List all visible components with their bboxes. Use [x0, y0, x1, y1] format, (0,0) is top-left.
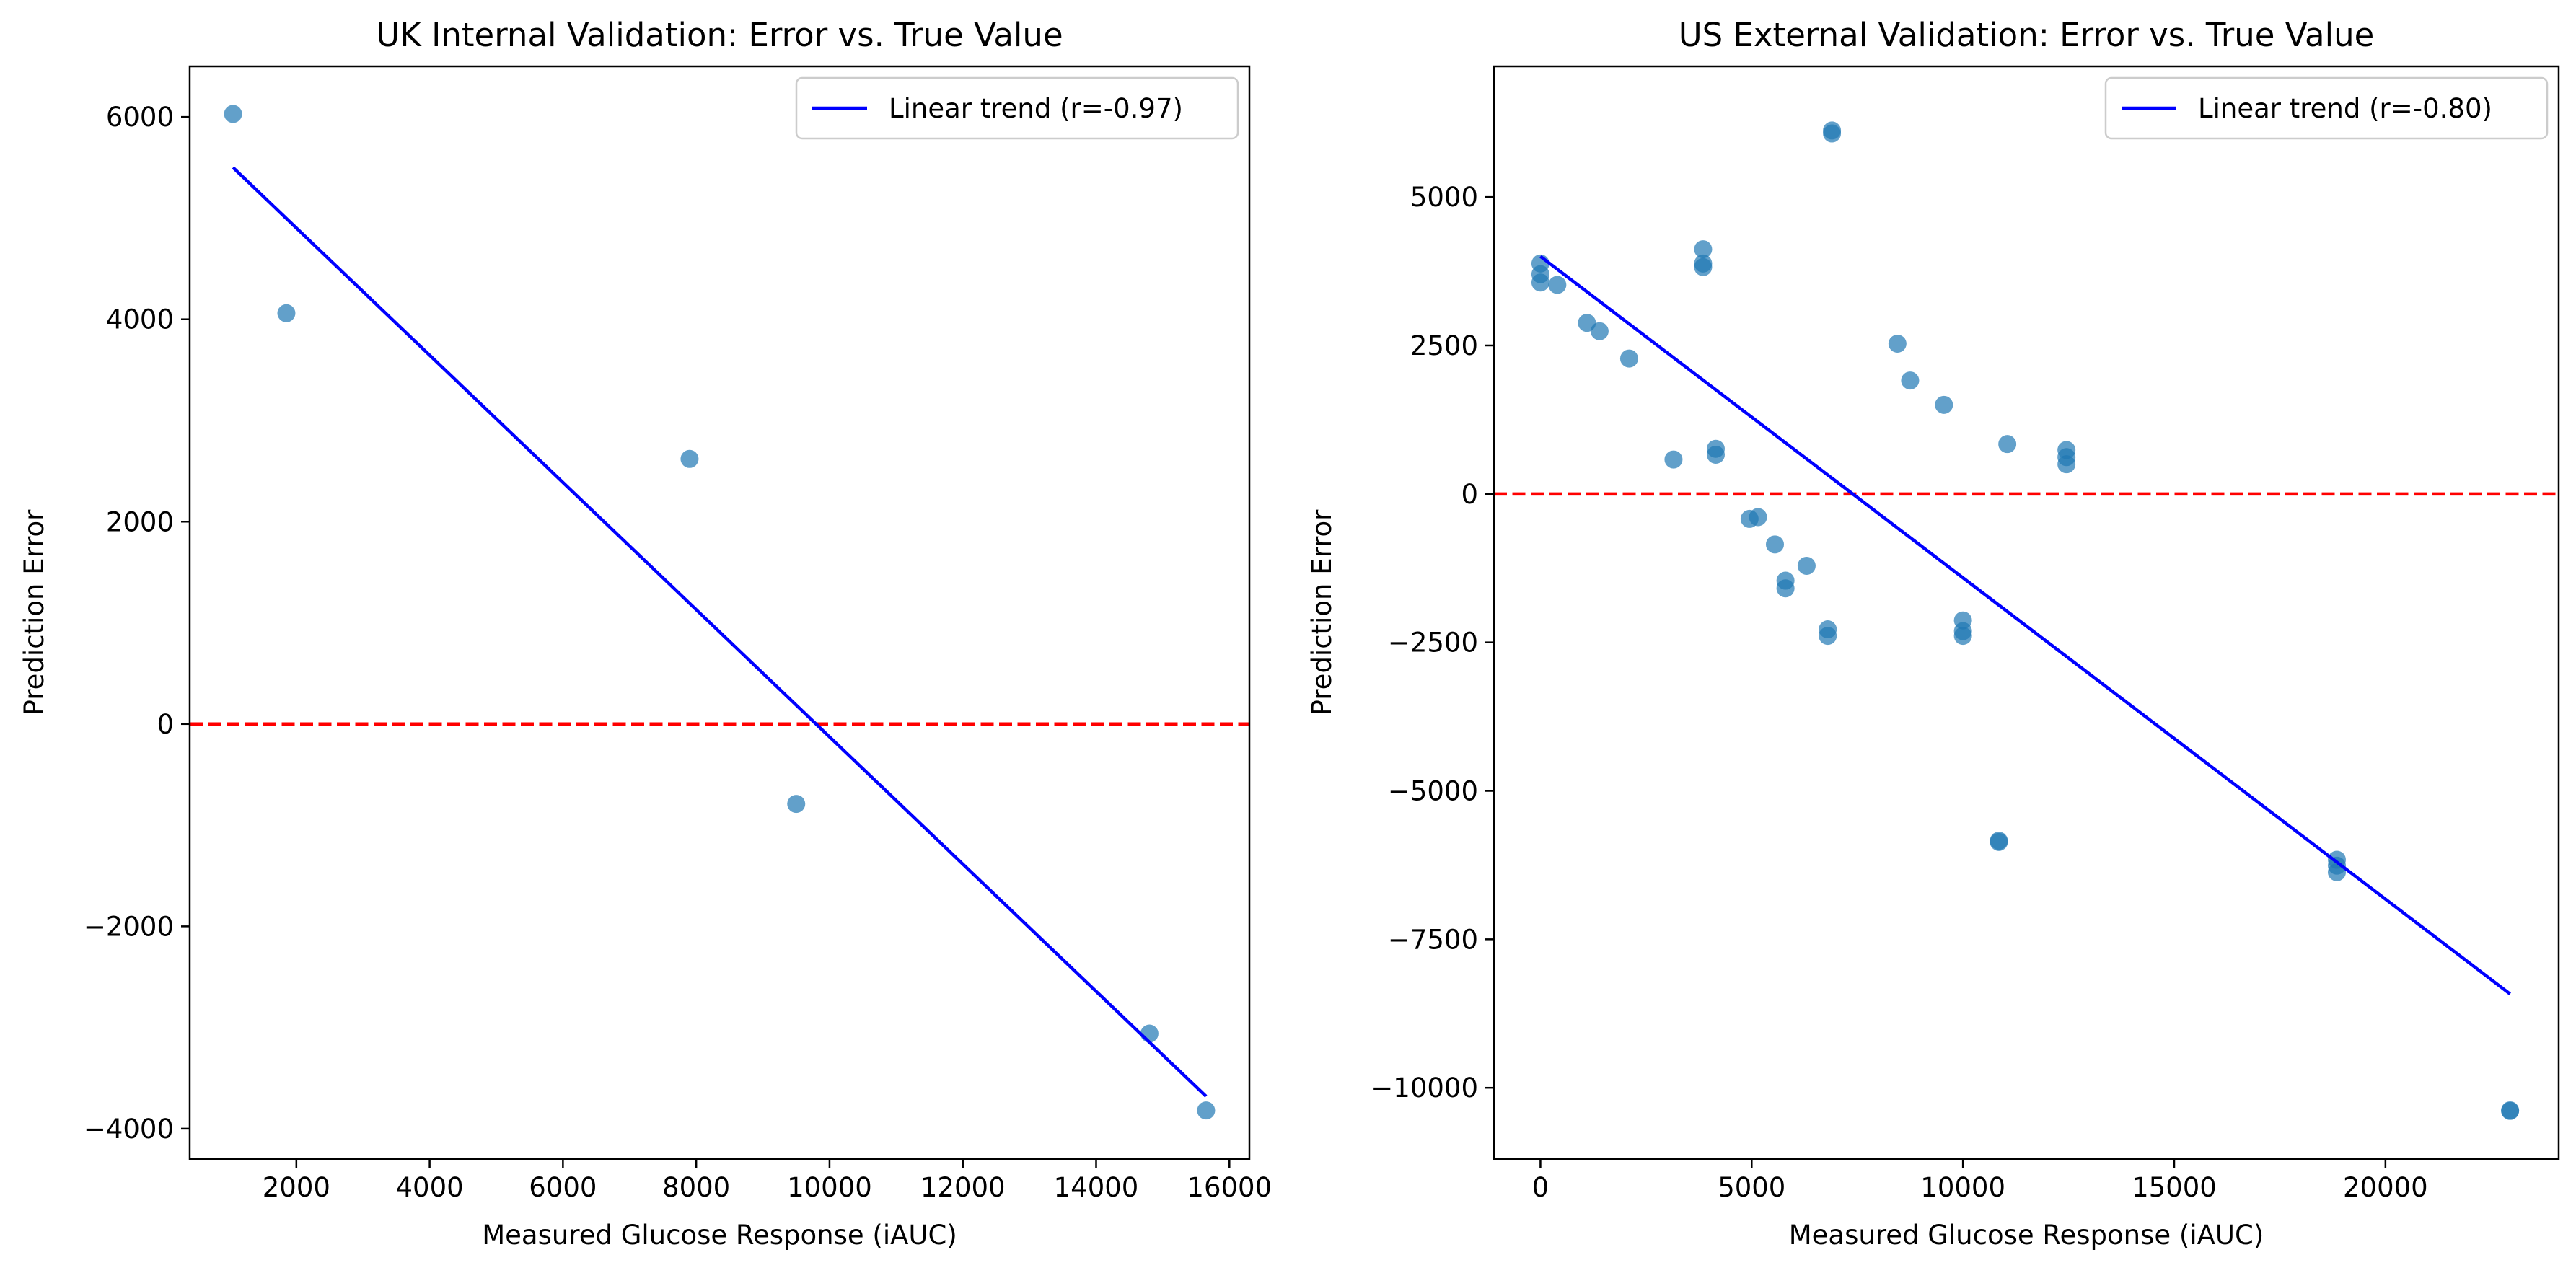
us-data-point — [1707, 445, 1725, 464]
uk-x-tick-label: 10000 — [787, 1172, 872, 1203]
us-x-tick-label: 15000 — [2132, 1172, 2217, 1203]
us-data-point — [1548, 276, 1567, 294]
us-y-tick-label: 5000 — [1410, 182, 1478, 213]
uk-x-tick-label: 14000 — [1054, 1172, 1139, 1203]
uk-y-tick-label: −2000 — [84, 911, 174, 942]
us-data-point — [1664, 450, 1683, 469]
us-data-point — [1953, 627, 1972, 646]
us-x-tick-label: 20000 — [2343, 1172, 2428, 1203]
uk-y-tick-label: 2000 — [106, 506, 174, 537]
us-y-axis-label: Prediction Error — [1306, 509, 1337, 716]
us-x-tick-label: 0 — [1532, 1172, 1549, 1203]
uk-axes-frame — [188, 65, 1251, 1160]
uk-legend-label: Linear trend (r=-0.97) — [889, 93, 1183, 124]
uk-y-tick-label: −4000 — [84, 1114, 174, 1145]
uk-trend-line — [232, 166, 1208, 1098]
uk-plot-marks: 2000 4000 6000 8000 10000 12000 14000 16000 −400… — [84, 65, 1272, 1203]
uk-data-point — [277, 304, 296, 322]
us-data-point — [1531, 273, 1549, 292]
us-data-point — [1819, 627, 1837, 646]
us-legend-label: Linear trend (r=-0.80) — [2198, 93, 2492, 124]
us-data-point — [2328, 863, 2346, 881]
us-external-validation-panel: 0 5000 10000 15000 20000 −10000 −7500 −5000 −250… — [1306, 16, 2560, 1251]
us-data-point — [1766, 535, 1784, 554]
uk-x-tick-label: 6000 — [529, 1172, 597, 1203]
uk-chart-title: UK Internal Validation: Error vs. True V… — [376, 16, 1063, 54]
us-data-point — [1694, 240, 1713, 259]
uk-data-point — [1140, 1024, 1159, 1043]
us-data-point — [1749, 508, 1767, 527]
us-data-point — [1998, 435, 2017, 454]
us-data-point — [1776, 579, 1795, 598]
us-axes-frame — [1493, 65, 2560, 1160]
us-data-point — [1619, 349, 1638, 368]
us-legend: Linear trend (r=-0.80) — [2104, 76, 2549, 140]
uk-x-axis-label: Measured Glucose Response (iAUC) — [482, 1220, 957, 1251]
us-y-tick-label: 2500 — [1410, 330, 1478, 361]
us-data-point — [1590, 322, 1609, 340]
uk-y-axis-label: Prediction Error — [19, 509, 50, 716]
us-data-point — [1694, 257, 1713, 276]
us-data-point — [1935, 395, 1953, 414]
uk-y-tick-label: 4000 — [106, 304, 174, 335]
uk-x-tick-label: 4000 — [396, 1172, 464, 1203]
us-y-tick-label: 0 — [1461, 479, 1478, 510]
us-data-point — [1901, 371, 1920, 390]
uk-data-point — [680, 449, 699, 468]
us-trend-line — [1539, 255, 2512, 995]
uk-x-tick-label: 12000 — [920, 1172, 1006, 1203]
us-data-point — [2057, 455, 2076, 474]
uk-x-tick-label: 2000 — [263, 1172, 330, 1203]
uk-data-point — [224, 105, 242, 123]
us-y-tick-label: −7500 — [1388, 924, 1478, 955]
uk-x-tick-label: 16000 — [1187, 1172, 1272, 1203]
uk-data-point — [1197, 1101, 1216, 1120]
us-data-point — [1888, 335, 1907, 353]
us-x-tick-label: 10000 — [1920, 1172, 2005, 1203]
uk-y-tick-label: 0 — [157, 709, 174, 740]
uk-data-point — [787, 795, 806, 814]
us-legend-box — [2104, 76, 2549, 140]
us-y-tick-label: −5000 — [1388, 776, 1478, 807]
uk-legend-box — [795, 76, 1239, 140]
uk-internal-validation-panel: 2000 4000 6000 8000 10000 12000 14000 16000 −400… — [19, 16, 1272, 1251]
uk-legend: Linear trend (r=-0.97) — [795, 76, 1239, 140]
us-y-tick-label: −10000 — [1371, 1072, 1478, 1104]
us-data-point — [1823, 124, 1842, 143]
us-data-point — [1990, 832, 2008, 851]
us-chart-title: US External Validation: Error vs. True V… — [1679, 16, 2375, 54]
us-x-tick-label: 5000 — [1718, 1172, 1785, 1203]
us-y-tick-label: −2500 — [1388, 627, 1478, 658]
us-data-point — [1797, 556, 1816, 575]
uk-x-tick-label: 8000 — [662, 1172, 730, 1203]
us-data-point — [2501, 1101, 2520, 1119]
us-x-axis-label: Measured Glucose Response (iAUC) — [1789, 1220, 2264, 1251]
us-plot-marks: 0 5000 10000 15000 20000 −10000 −7500 −5000 −250… — [1371, 65, 2560, 1203]
uk-y-tick-label: 6000 — [106, 102, 174, 133]
